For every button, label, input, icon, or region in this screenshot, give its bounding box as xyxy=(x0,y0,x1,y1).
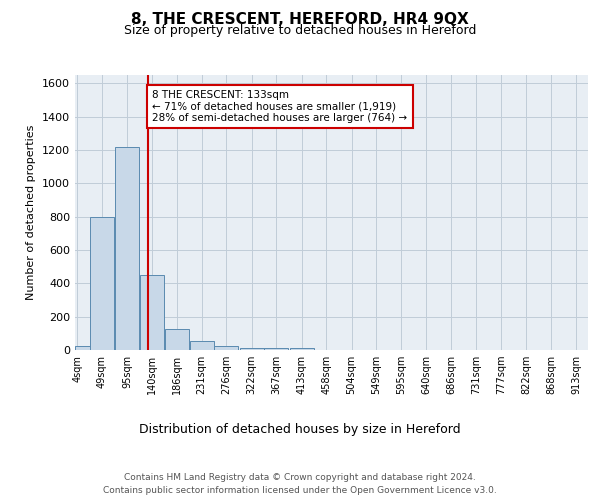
Text: Distribution of detached houses by size in Hereford: Distribution of detached houses by size … xyxy=(139,422,461,436)
Bar xyxy=(140,275,164,350)
Text: Size of property relative to detached houses in Hereford: Size of property relative to detached ho… xyxy=(124,24,476,37)
Bar xyxy=(214,346,238,350)
Bar xyxy=(239,348,263,350)
Bar xyxy=(265,348,289,350)
Bar xyxy=(115,146,139,350)
Text: 8, THE CRESCENT, HEREFORD, HR4 9QX: 8, THE CRESCENT, HEREFORD, HR4 9QX xyxy=(131,12,469,28)
Bar xyxy=(190,341,214,350)
Text: 8 THE CRESCENT: 133sqm
← 71% of detached houses are smaller (1,919)
28% of semi-: 8 THE CRESCENT: 133sqm ← 71% of detached… xyxy=(152,90,407,123)
Bar xyxy=(290,348,314,350)
Bar xyxy=(90,216,114,350)
Bar xyxy=(75,346,99,350)
Bar xyxy=(165,329,189,350)
Text: Contains HM Land Registry data © Crown copyright and database right 2024.
Contai: Contains HM Land Registry data © Crown c… xyxy=(103,474,497,495)
Y-axis label: Number of detached properties: Number of detached properties xyxy=(26,125,37,300)
